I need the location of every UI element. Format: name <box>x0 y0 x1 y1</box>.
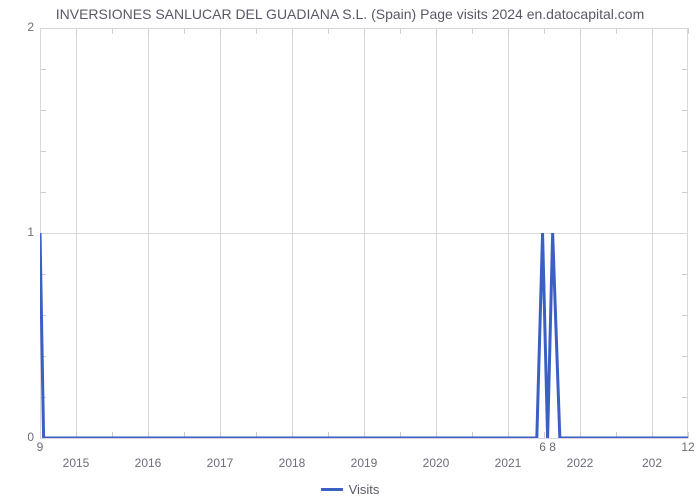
value-marker-label: 12 <box>681 440 694 454</box>
y-tick-label: 1 <box>16 225 34 239</box>
gridline-horizontal <box>40 438 688 439</box>
x-tick-label: 2015 <box>63 456 90 470</box>
x-tick-label: 2018 <box>279 456 306 470</box>
value-marker-label: 6 <box>539 440 546 454</box>
value-marker-label: 8 <box>549 440 556 454</box>
chart-title: INVERSIONES SANLUCAR DEL GUADIANA S.L. (… <box>0 6 700 22</box>
plot-area <box>40 28 688 438</box>
minor-tick <box>688 432 689 438</box>
x-tick-label: 2022 <box>567 456 594 470</box>
y-tick-label: 0 <box>16 430 34 444</box>
x-tick-label: 2017 <box>207 456 234 470</box>
series-line <box>40 28 688 438</box>
x-tick-label: 2019 <box>351 456 378 470</box>
minor-tick <box>688 28 689 34</box>
value-marker-label: 9 <box>37 440 44 454</box>
x-tick-label: 2020 <box>423 456 450 470</box>
legend: Visits <box>0 482 700 497</box>
x-tick-label: 2021 <box>495 456 522 470</box>
legend-swatch-icon <box>321 488 343 491</box>
legend-label: Visits <box>349 482 380 497</box>
x-tick-label: 2016 <box>135 456 162 470</box>
x-tick-label: 202 <box>642 456 662 470</box>
y-tick-label: 2 <box>16 20 34 34</box>
